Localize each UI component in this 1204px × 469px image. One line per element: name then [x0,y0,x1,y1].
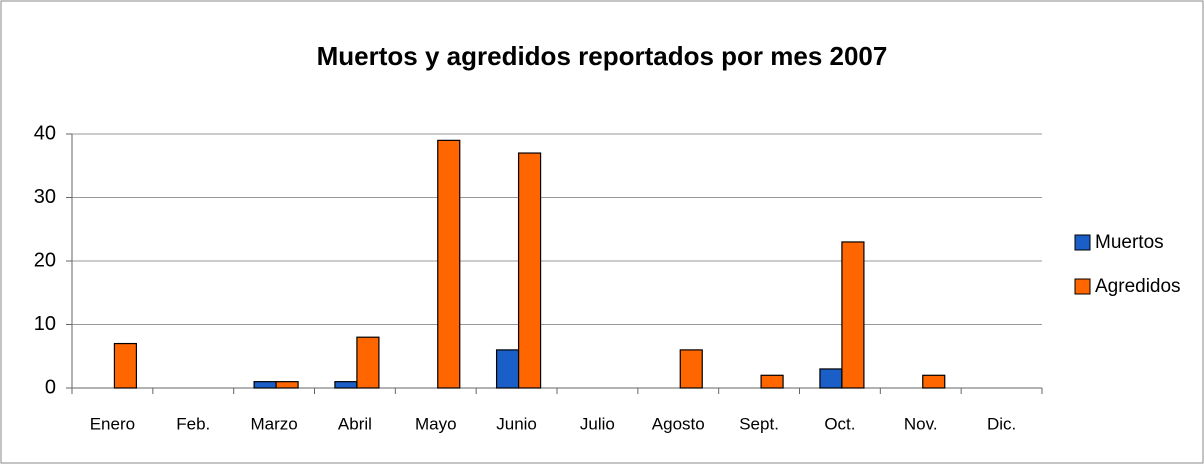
y-tick-label: 10 [34,313,56,335]
y-tick-label: 0 [45,376,56,398]
bar [253,381,277,389]
legend-swatch [1074,278,1091,295]
bar [922,374,946,389]
bar [517,152,542,389]
x-tick-label: Oct. [824,414,855,433]
y-tick-label: 40 [34,122,56,144]
x-tick-label: Mayo [415,414,457,433]
x-tick-label: Junio [496,414,537,433]
bar [495,349,520,389]
x-tick-label: Agosto [652,414,705,433]
x-tick-label: Feb. [176,414,210,433]
bar [819,368,843,389]
bar [334,381,358,389]
bar [760,374,784,389]
x-tick-label: Nov. [904,414,938,433]
bar [356,336,380,389]
legend-label: Agredidos [1095,276,1181,297]
legend-label: Muertos [1095,232,1164,253]
bar [679,349,703,389]
legend-swatch [1074,234,1091,251]
x-tick-label: Dic. [987,414,1016,433]
x-tick-label: Marzo [250,414,297,433]
x-tick-label: Enero [90,414,135,433]
y-tick-label: 20 [34,249,56,271]
chart-title: Muertos y agredidos reportados por mes 2… [317,41,888,71]
x-tick-label: Julio [580,414,615,433]
x-tick-label: Abril [338,414,372,433]
bar [437,139,461,389]
y-tick-label: 30 [34,186,56,208]
bar [113,342,138,389]
bar [841,241,865,389]
x-tick-label: Sept. [739,414,779,433]
bar [275,381,299,389]
